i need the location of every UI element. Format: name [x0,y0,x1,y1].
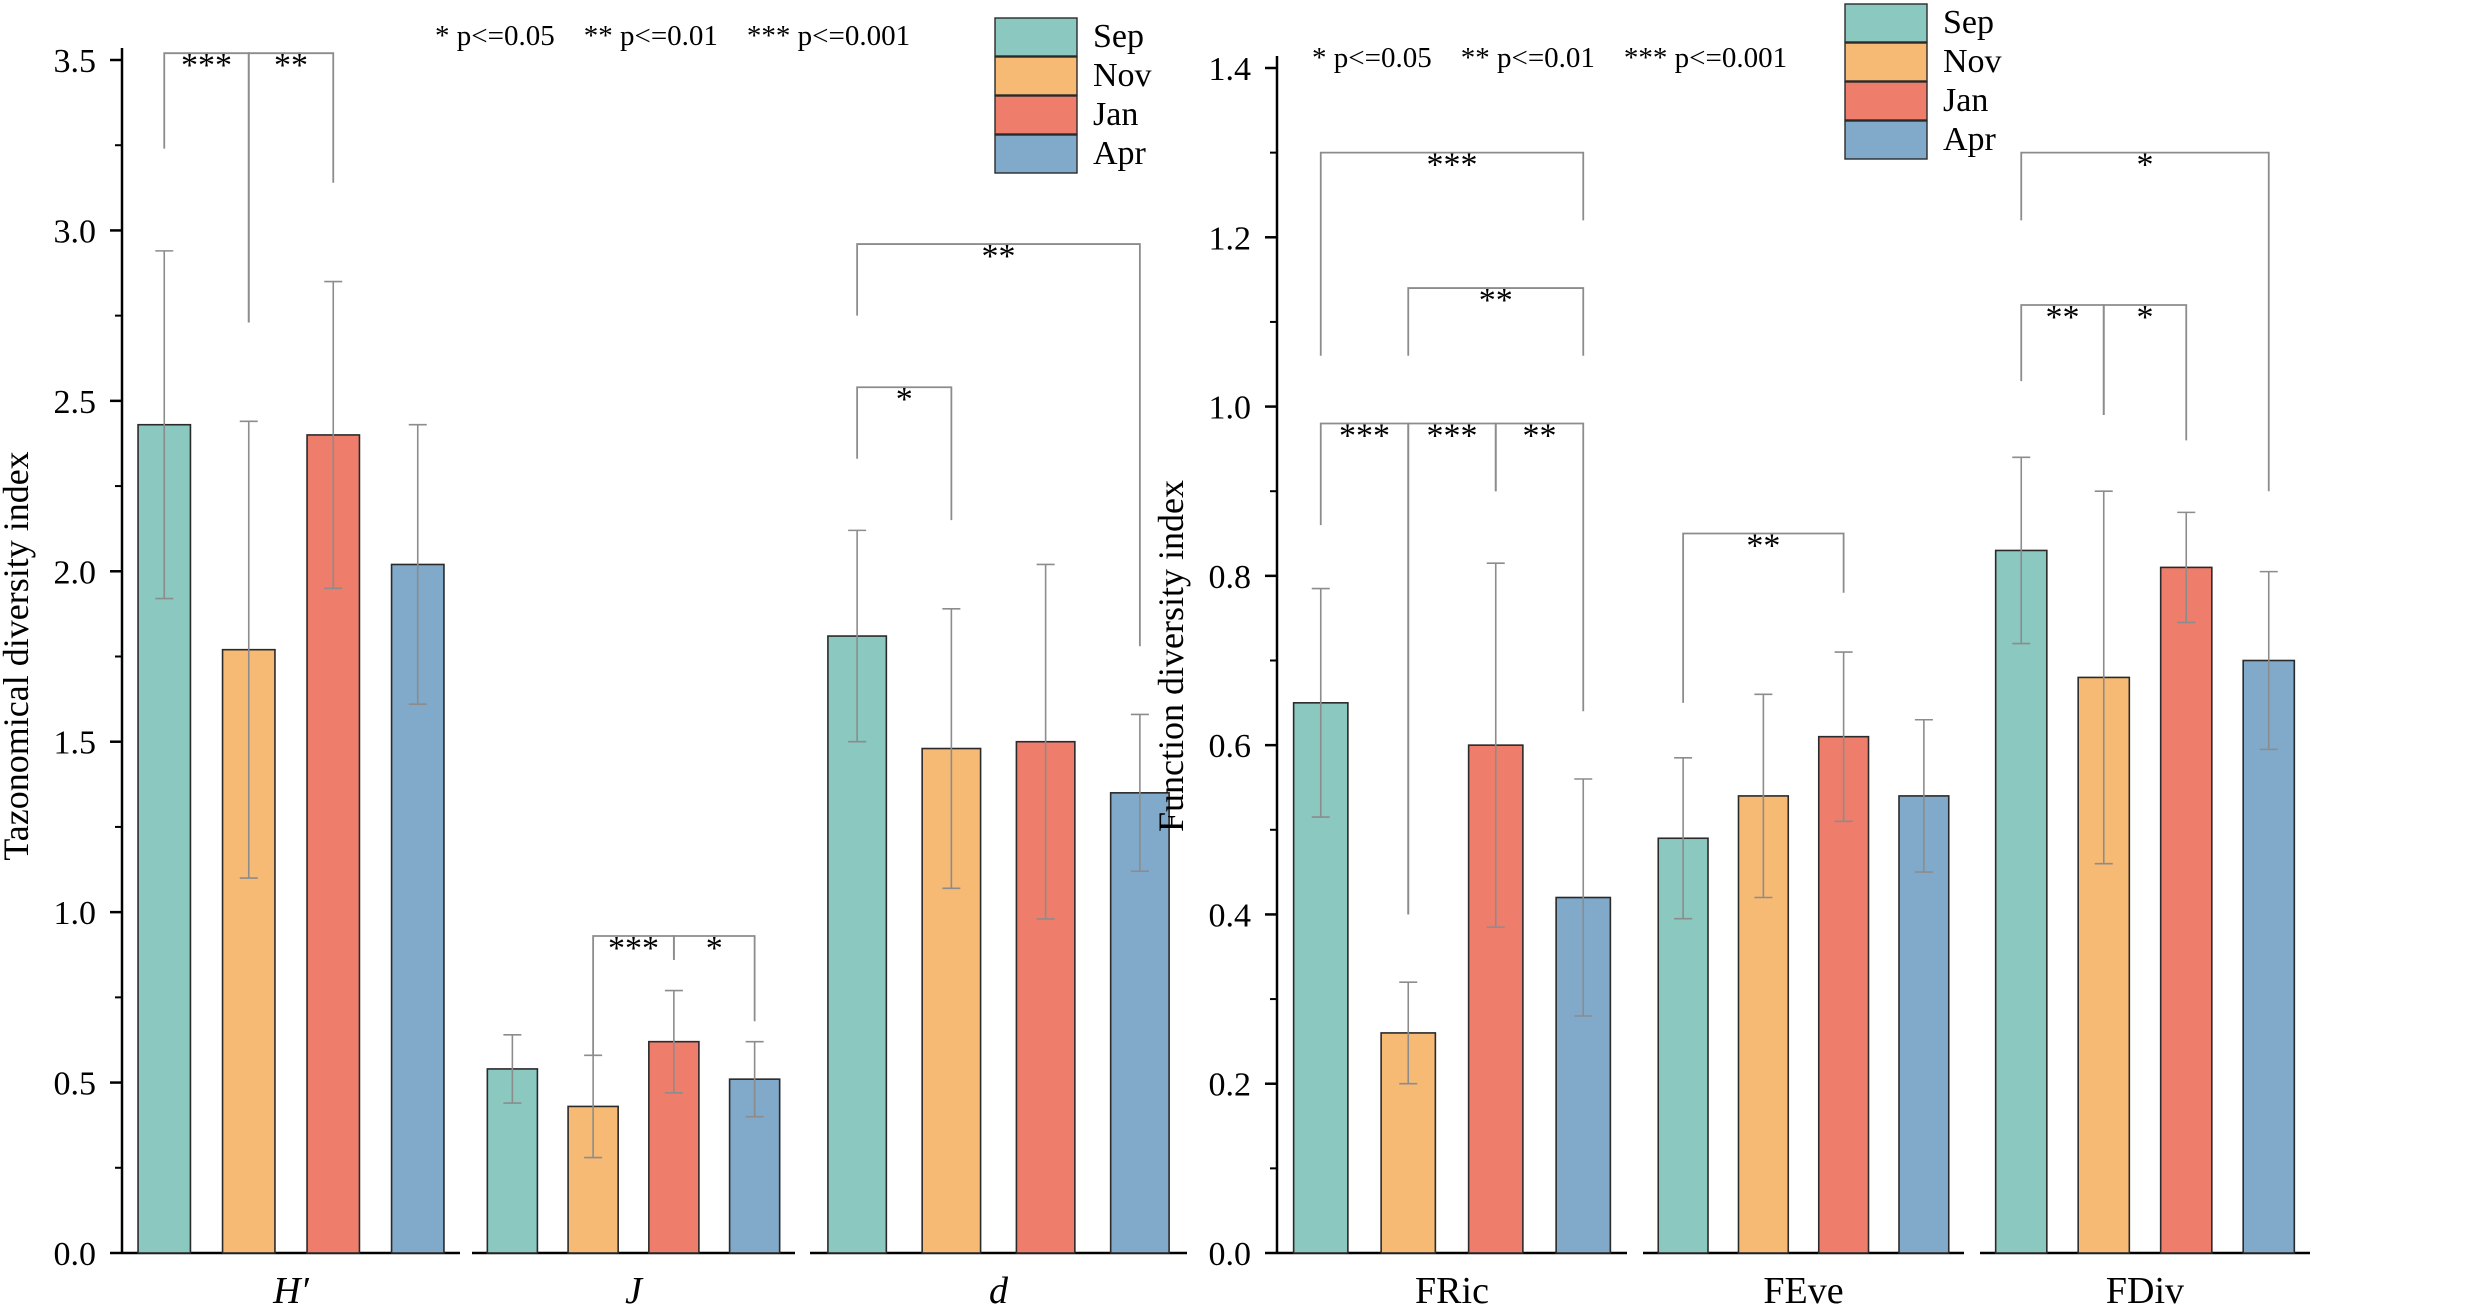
significance-key: * p<=0.05 ** p<=0.01 *** p<=0.001 [435,20,910,52]
y-tick-label: 1.0 [1209,390,1252,427]
legend-label-jan: Jan [1943,82,1988,119]
significance-bracket [2020,151,2270,492]
x-group-label: FEve [1763,1270,1843,1312]
significance-stars: *** [181,47,232,84]
significance-stars: ** [982,238,1016,275]
significance-bracket [247,52,335,323]
significance-bracket [1494,422,1585,712]
legend-label-sep: Sep [1093,18,1144,55]
y-tick-label: 2.5 [54,384,97,421]
y-tick-label: 0.4 [1209,897,1252,934]
significance-stars: ** [1479,282,1513,319]
significance-stars: ** [2046,299,2080,336]
legend-label-nov: Nov [1943,43,2002,80]
y-tick-label: 0.8 [1209,559,1252,596]
legend-swatch-sep [994,17,1078,57]
significance-bracket [1682,532,1845,703]
y-tick-label: 3.0 [54,213,97,250]
legend-swatch-jan [994,95,1078,135]
significance-stars: * [2137,299,2154,336]
y-tick-label: 1.4 [1209,51,1252,88]
x-group-label: J [625,1270,644,1312]
y-axis-title: Tazonomical diversity index [0,451,36,860]
significance-key: * p<=0.05 ** p<=0.01 *** p<=0.001 [1312,42,1787,74]
function-diversity-panel: 0.0 0.2 0.4 0.6 0.8 1.0 1.2 1.4 Function diversi… [1151,3,2310,1312]
significance-stars: ** [274,47,308,84]
significance-bracket [1319,151,1585,356]
bar-jan [1817,735,1870,1254]
significance-stars: ** [1746,528,1780,565]
legend-label-sep: Sep [1943,4,1994,41]
significance-stars: * [896,381,913,418]
significance-bracket [1407,287,1585,356]
significance-bracket [163,52,250,323]
legend-label-apr: Apr [1093,135,1147,172]
y-tick-label: 0.6 [1209,728,1252,765]
y-tick-label: 0.0 [54,1236,97,1273]
legend-swatch-nov [1844,42,1928,82]
bar-jan [2159,566,2213,1254]
x-group-label: FDiv [2106,1270,2184,1312]
x-group-label: FRic [1415,1270,1489,1312]
x-group-label: d [989,1270,1009,1312]
significance-stars: *** [1427,147,1478,184]
y-tick-label: 1.5 [54,725,97,762]
significance-bracket [856,243,1141,647]
taxonomic-diversity-panel: 0.0 0.5 1.0 1.5 2.0 2.5 3.0 3.5 Tazonomical dive… [0,17,1187,1312]
bar-sep [1994,549,2048,1254]
legend-swatch-apr [1844,120,1928,160]
bar-jan [1467,744,1524,1254]
significance-stars: * [706,930,723,967]
significance-stars: ** [1523,418,1557,455]
y-tick-label: 0.5 [54,1066,97,1103]
legend-label-apr: Apr [1943,121,1997,158]
significance-bracket [672,935,756,1022]
legend-label-nov: Nov [1093,57,1152,94]
y-tick-label: 0.2 [1209,1067,1252,1104]
y-tick-label: 0.0 [1209,1236,1252,1273]
legend-label-jan: Jan [1093,96,1138,133]
significance-stars: *** [1427,418,1478,455]
y-tick-label: 1.2 [1209,220,1252,257]
legend-swatch-apr [994,134,1078,174]
legend-swatch-nov [994,56,1078,96]
legend-swatch-jan [1844,81,1928,121]
significance-stars: *** [1339,418,1390,455]
significance-stars: *** [608,930,659,967]
bar-apr [2242,659,2296,1254]
significance-bracket [2102,304,2188,441]
y-axis-title: Function diversity index [1151,480,1191,832]
x-group-label: H′ [272,1270,309,1312]
y-tick-label: 3.5 [54,43,97,80]
y-tick-label: 2.0 [54,554,97,591]
legend-swatch-sep [1844,3,1928,43]
significance-bracket [856,386,953,521]
bar-apr [728,1078,781,1254]
y-tick-label: 1.0 [54,895,97,932]
significance-stars: * [2137,147,2154,184]
